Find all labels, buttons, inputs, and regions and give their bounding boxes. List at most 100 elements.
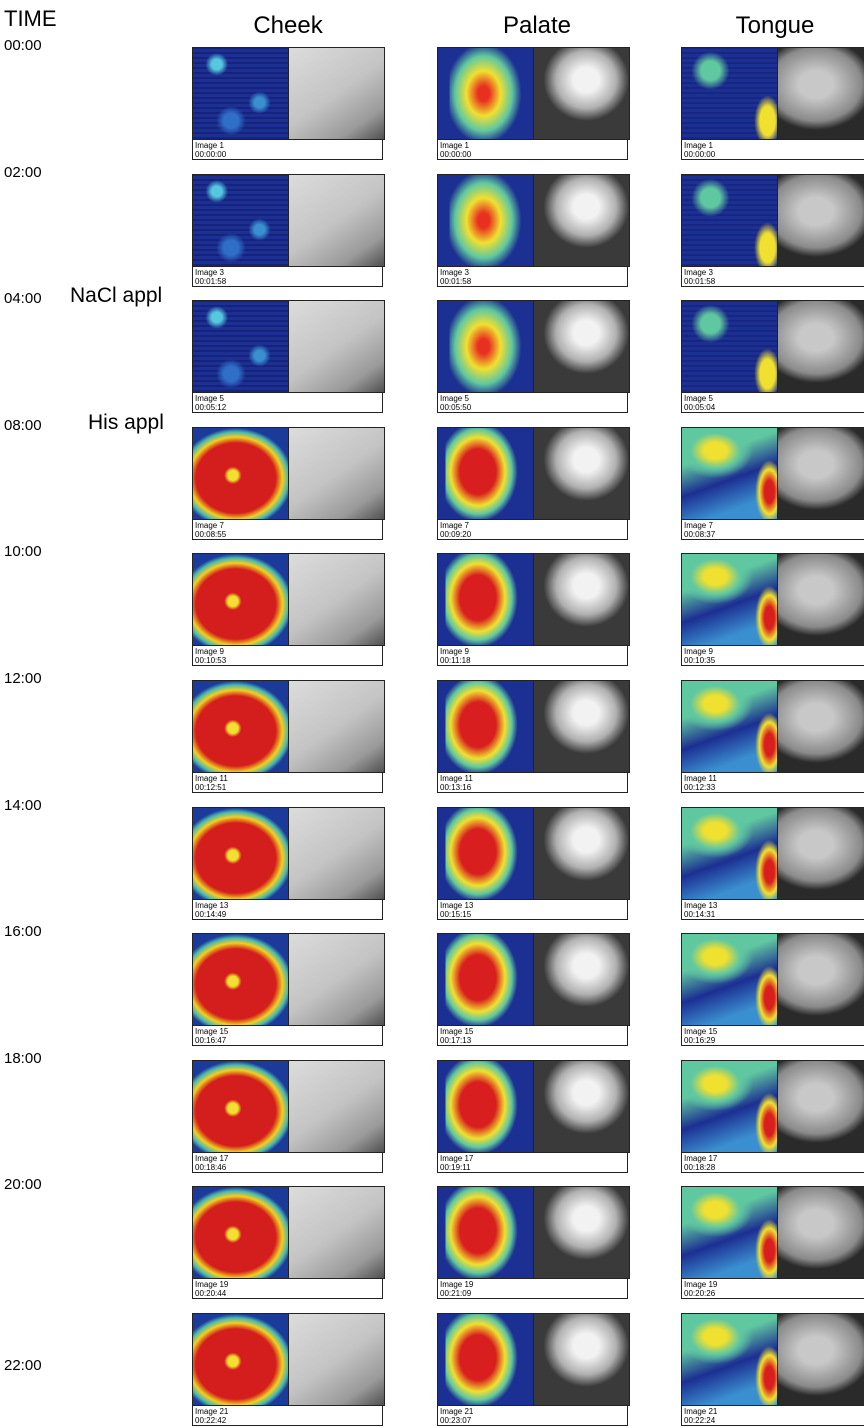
image-label: Image 5 <box>684 394 864 403</box>
heatmap <box>682 808 778 899</box>
grayscale-image <box>534 1061 629 1152</box>
timestamp: 00:00:00 <box>440 150 627 159</box>
timestamp: 00:10:53 <box>195 656 382 665</box>
image <box>437 553 630 646</box>
timestamp: 00:12:33 <box>684 783 864 792</box>
timestamp: 00:20:26 <box>684 1289 864 1298</box>
image <box>681 174 864 267</box>
image-label: Image 17 <box>684 1154 864 1163</box>
image-label: Image 9 <box>440 647 627 656</box>
heatmap <box>193 934 289 1025</box>
image <box>192 300 385 393</box>
image-label: Image 7 <box>195 521 382 530</box>
timestamp: 00:22:24 <box>684 1416 864 1425</box>
grayscale-image <box>534 1187 629 1278</box>
heatmap <box>438 428 534 519</box>
image <box>437 1186 630 1279</box>
heatmap <box>193 681 289 772</box>
grayscale-image <box>778 301 864 392</box>
heatmap <box>193 554 289 645</box>
image <box>681 807 864 900</box>
timestamp: 00:05:50 <box>440 403 627 412</box>
image-label: Image 7 <box>440 521 627 530</box>
image <box>192 1313 385 1406</box>
image <box>437 807 630 900</box>
timestamp: 00:22:42 <box>195 1416 382 1425</box>
heatmap <box>438 301 534 392</box>
image <box>192 47 385 140</box>
image <box>681 47 864 140</box>
image <box>192 680 385 773</box>
heatmap <box>438 1187 534 1278</box>
image-label: Image 17 <box>440 1154 627 1163</box>
grayscale-image <box>289 428 384 519</box>
heatmap <box>682 1061 778 1152</box>
timestamp: 00:18:28 <box>684 1163 864 1172</box>
timestamp: 00:00:00 <box>195 150 382 159</box>
timestamp: 00:10:35 <box>684 656 864 665</box>
grayscale-image <box>778 1061 864 1152</box>
grayscale-image <box>534 428 629 519</box>
heatmap <box>193 1187 289 1278</box>
image <box>437 680 630 773</box>
heatmap <box>682 175 778 266</box>
grayscale-image <box>778 934 864 1025</box>
heatmap <box>682 934 778 1025</box>
heatmap <box>193 175 289 266</box>
image-label: Image 15 <box>684 1027 864 1036</box>
image <box>437 427 630 520</box>
timestamp: 00:05:04 <box>684 403 864 412</box>
heatmap <box>193 1061 289 1152</box>
image-label: Image 11 <box>440 774 627 783</box>
image <box>681 300 864 393</box>
image <box>681 427 864 520</box>
heatmap <box>193 48 289 139</box>
time-label: 04:00 <box>4 290 42 307</box>
time-label: 22:00 <box>4 1357 42 1374</box>
image-label: Image 5 <box>195 394 382 403</box>
image-label: Image 1 <box>195 141 382 150</box>
image-label: Image 13 <box>684 901 864 910</box>
heatmap <box>438 934 534 1025</box>
timestamp: 00:01:58 <box>440 277 627 286</box>
grayscale-image <box>534 48 629 139</box>
heatmap <box>682 428 778 519</box>
heatmap <box>193 808 289 899</box>
grayscale-image <box>534 175 629 266</box>
grayscale-image <box>778 1187 864 1278</box>
timestamp: 00:05:12 <box>195 403 382 412</box>
image-label: Image 11 <box>684 774 864 783</box>
timestamp: 00:15:15 <box>440 910 627 919</box>
time-label: 18:00 <box>4 1050 42 1067</box>
timestamp: 00:12:51 <box>195 783 382 792</box>
image <box>681 1186 864 1279</box>
timestamp: 00:14:49 <box>195 910 382 919</box>
timestamp: 00:23:07 <box>440 1416 627 1425</box>
grayscale-image <box>289 1061 384 1152</box>
time-heading: TIME <box>4 6 57 32</box>
image-label: Image 13 <box>440 901 627 910</box>
timestamp: 00:19:11 <box>440 1163 627 1172</box>
